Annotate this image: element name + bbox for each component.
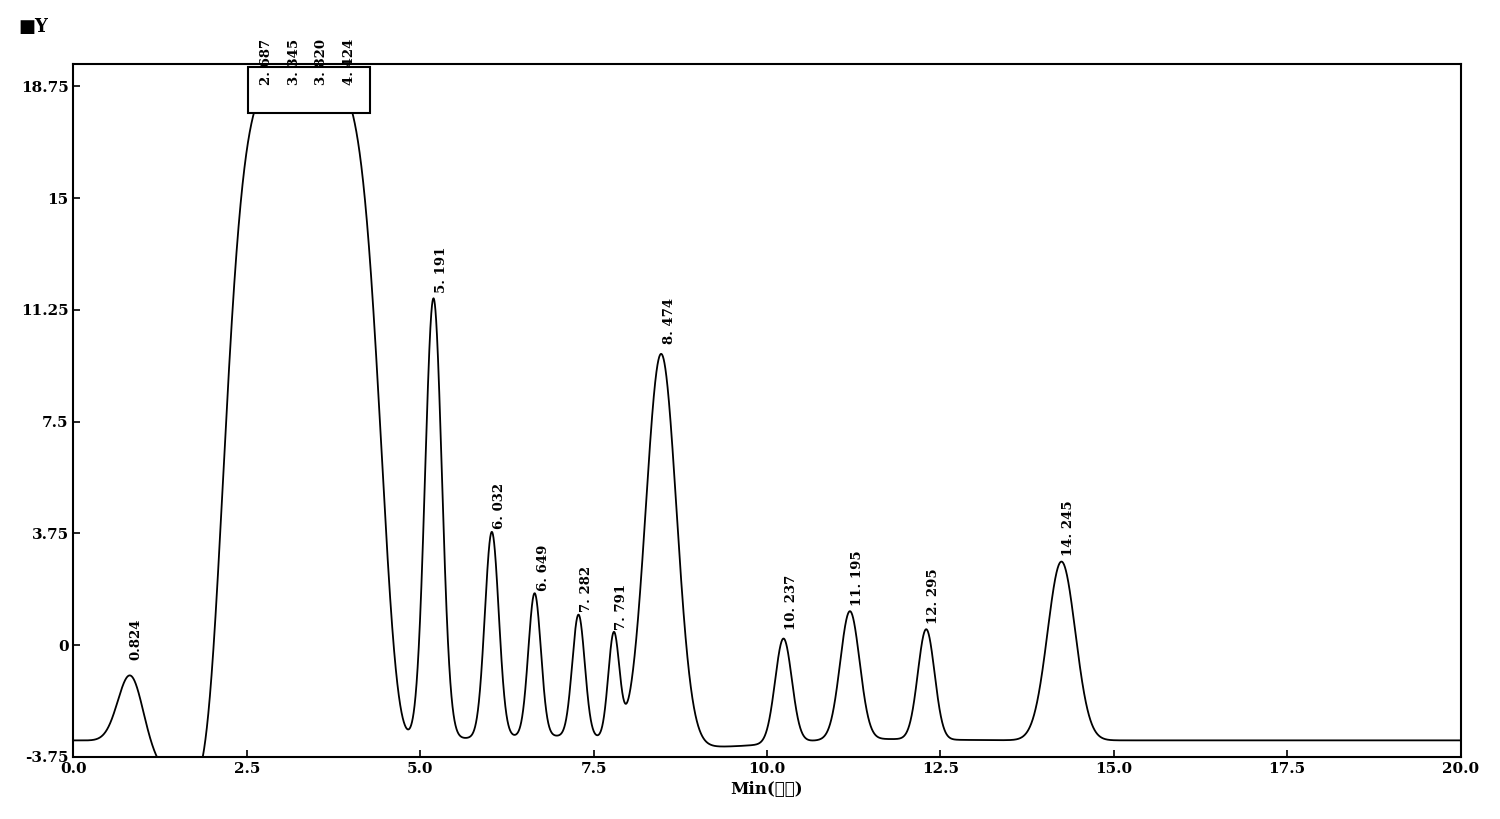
Text: 7. 791: 7. 791: [615, 584, 628, 630]
Text: ■Y: ■Y: [18, 18, 48, 36]
Text: 6. 649: 6. 649: [537, 545, 550, 591]
Text: 3. 345: 3. 345: [288, 38, 300, 85]
Text: 10. 237: 10. 237: [784, 575, 798, 630]
Text: 5. 191: 5. 191: [435, 247, 447, 293]
Text: 0.824: 0.824: [129, 618, 142, 660]
Text: 11. 195: 11. 195: [850, 550, 864, 606]
Text: 12. 295: 12. 295: [927, 568, 940, 624]
Text: 2. 687: 2. 687: [260, 38, 273, 85]
Text: 7. 282: 7. 282: [580, 566, 592, 613]
Text: 6. 032: 6. 032: [494, 482, 507, 529]
Bar: [248, 67, 369, 113]
Text: 8. 474: 8. 474: [663, 298, 676, 344]
Text: 4. 424: 4. 424: [344, 38, 355, 85]
Text: 3. 820: 3. 820: [315, 39, 328, 85]
Text: 14. 245: 14. 245: [1062, 500, 1076, 555]
X-axis label: Min(分钟): Min(分钟): [730, 781, 804, 799]
